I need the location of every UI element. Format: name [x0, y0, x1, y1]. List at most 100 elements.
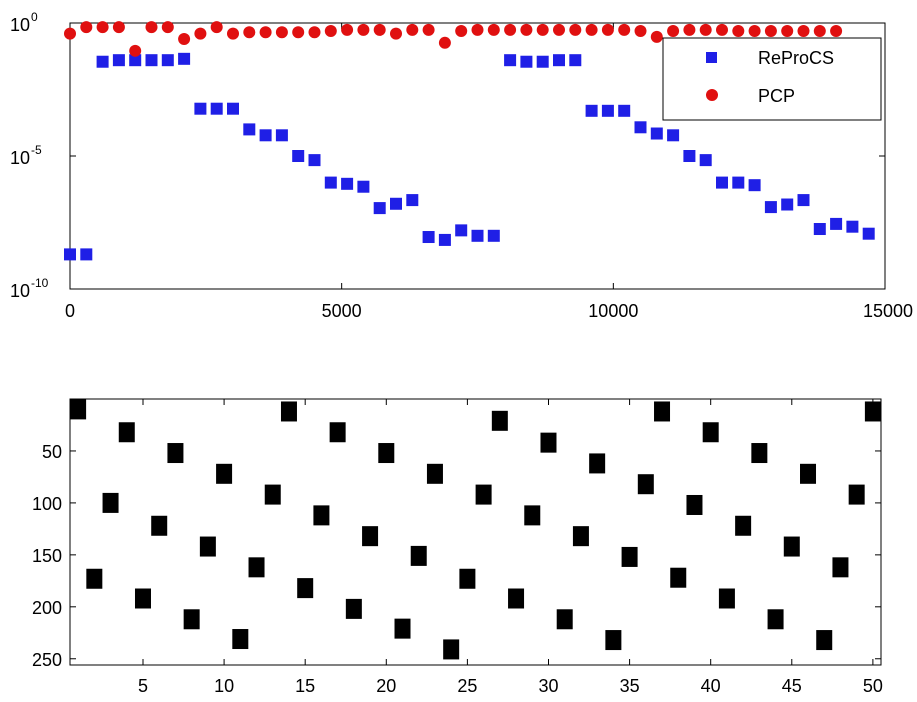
bottom-x-tick-label: 45	[782, 676, 802, 696]
reprocs-point	[813, 223, 826, 236]
reprocs-point	[764, 201, 777, 214]
legend-pcp-label: PCP	[758, 86, 795, 106]
pcp-point	[308, 26, 321, 39]
reprocs-point	[308, 154, 321, 167]
reprocs-point	[601, 104, 614, 117]
bottom-point	[524, 505, 541, 526]
bottom-x-tick-label: 35	[620, 676, 640, 696]
pcp-point	[80, 21, 93, 34]
reprocs-point	[520, 55, 533, 68]
bottom-x-tick-label: 15	[295, 676, 315, 696]
pcp-point	[438, 36, 451, 49]
bottom-series	[70, 399, 881, 660]
pcp-point	[210, 21, 223, 34]
bottom-y-tick-label: 150	[32, 546, 62, 566]
pcp-point	[797, 25, 810, 38]
reprocs-point	[487, 229, 500, 242]
legend-reprocs-label: ReProCS	[758, 48, 834, 68]
pcp-point	[178, 33, 191, 46]
reprocs-point	[227, 102, 239, 115]
bottom-point	[800, 463, 817, 484]
pcp-point	[324, 25, 337, 38]
pcp-point	[96, 21, 109, 34]
bottom-point	[134, 588, 151, 609]
reprocs-point	[504, 54, 517, 67]
chart-bottom: 5 10 15 20 25 30 35 40 45 50 50 100 150 200 250	[32, 398, 883, 696]
top-y-tick-label-base: 10	[10, 15, 30, 35]
pcp-point	[227, 27, 239, 40]
reprocs-point	[781, 198, 794, 211]
bottom-point	[443, 639, 460, 660]
reprocs-point	[830, 217, 843, 230]
top-series-layer	[64, 21, 875, 261]
reprocs-point	[716, 176, 728, 189]
reprocs-point	[732, 176, 745, 189]
bottom-point	[621, 546, 638, 567]
pcp-point	[748, 25, 761, 38]
bottom-y-tick-label: 250	[32, 650, 62, 670]
bottom-x-tick-label: 5	[138, 676, 148, 696]
bottom-point	[491, 410, 508, 431]
pcp-point	[161, 21, 174, 34]
series-reprocs	[64, 52, 875, 261]
reprocs-point	[536, 55, 549, 68]
legend-box	[662, 37, 882, 121]
pcp-point	[634, 25, 647, 38]
pcp-point	[553, 23, 565, 36]
bottom-point	[86, 568, 103, 589]
series-pcp	[64, 21, 843, 57]
bottom-point	[118, 422, 135, 443]
bottom-point	[378, 443, 395, 464]
bottom-point	[232, 629, 249, 650]
bottom-point	[783, 536, 800, 557]
reprocs-point	[341, 177, 354, 190]
bottom-point	[508, 588, 525, 609]
reprocs-point	[569, 54, 582, 67]
bottom-point	[102, 492, 119, 513]
pcp-point	[259, 26, 272, 39]
bottom-point	[167, 443, 184, 464]
reprocs-point	[275, 129, 288, 142]
pcp-point	[830, 25, 843, 38]
bottom-point	[426, 463, 443, 484]
pcp-point	[667, 25, 680, 38]
pcp-point	[471, 23, 484, 36]
reprocs-point	[650, 127, 663, 140]
reprocs-point	[64, 248, 76, 261]
bottom-point	[345, 598, 362, 619]
pcp-point	[650, 30, 663, 43]
bottom-point	[410, 545, 427, 566]
pcp-point	[732, 25, 745, 38]
bottom-point	[864, 401, 881, 422]
top-y-tick-label-exp: -10	[31, 276, 49, 290]
bottom-point	[459, 568, 476, 589]
top-x-tick-label: 5000	[322, 301, 362, 321]
pcp-point	[601, 23, 614, 36]
reprocs-point	[406, 194, 419, 207]
pcp-point	[520, 23, 533, 36]
reprocs-point	[243, 123, 256, 136]
reprocs-point	[667, 129, 680, 142]
pcp-point	[194, 27, 207, 40]
bottom-point	[362, 526, 379, 547]
bottom-x-tick-label: 50	[863, 676, 883, 696]
pcp-point	[536, 23, 549, 36]
bottom-point	[848, 484, 865, 505]
pcp-point	[487, 23, 500, 36]
reprocs-point	[210, 102, 223, 115]
bottom-point	[70, 399, 87, 420]
reprocs-point	[471, 229, 484, 242]
bottom-point	[394, 618, 411, 639]
bottom-point	[751, 443, 768, 464]
pcp-point	[422, 23, 435, 36]
pcp-point	[504, 23, 517, 36]
bottom-point	[540, 432, 557, 453]
top-y-tick-label-base: 10	[10, 148, 30, 168]
pcp-point	[813, 25, 826, 38]
bottom-point	[475, 484, 492, 505]
bottom-point	[735, 515, 752, 536]
bottom-point	[718, 588, 735, 609]
